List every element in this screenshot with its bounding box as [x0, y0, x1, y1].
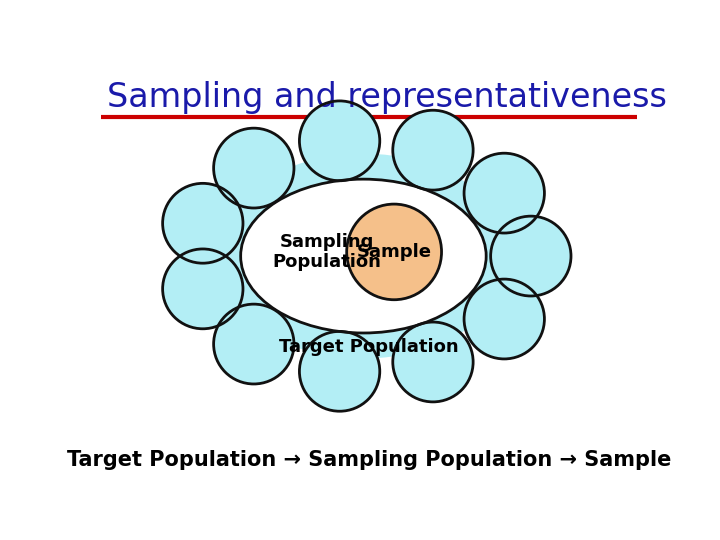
Text: Sampling and representativeness: Sampling and representativeness [107, 82, 667, 114]
Text: Target Population → Sampling Population → Sample: Target Population → Sampling Population … [67, 450, 671, 470]
Ellipse shape [393, 322, 473, 402]
Ellipse shape [163, 184, 243, 263]
Ellipse shape [163, 249, 243, 329]
Ellipse shape [464, 153, 544, 233]
Ellipse shape [216, 153, 510, 359]
Ellipse shape [300, 101, 379, 181]
Text: Sample: Sample [356, 243, 431, 261]
Ellipse shape [490, 216, 571, 296]
Text: Sampling
Population: Sampling Population [273, 233, 382, 271]
Text: Target Population: Target Population [279, 338, 459, 356]
Ellipse shape [347, 204, 441, 300]
Ellipse shape [214, 304, 294, 384]
Ellipse shape [300, 332, 379, 411]
Ellipse shape [393, 110, 473, 190]
Ellipse shape [240, 179, 486, 333]
Ellipse shape [464, 279, 544, 359]
Ellipse shape [214, 128, 294, 208]
